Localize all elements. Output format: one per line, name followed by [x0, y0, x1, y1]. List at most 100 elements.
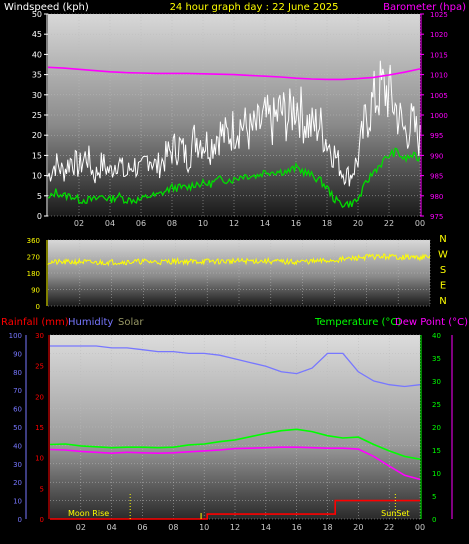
- y-temp-tick-label: 15: [432, 447, 441, 455]
- x-tick-label: 04: [105, 219, 115, 228]
- y-left-tick-label: 40: [32, 50, 42, 59]
- rainfall-legend: Rainfall (mm): [1, 317, 69, 328]
- x-tick-label: 06: [137, 523, 147, 532]
- y-temp-tick-label: 25: [432, 401, 441, 409]
- y-humidity-tick-label: 40: [13, 442, 22, 450]
- wind-barometer-panel: 02 04 06 08 10 12 14 16 18 20 22 000510152025303540…: [32, 10, 448, 228]
- solar-legend: Solar: [118, 317, 144, 328]
- compass-label: N: [439, 296, 446, 307]
- y-tick-label: 180: [27, 270, 40, 278]
- y-humidity-tick-label: 60: [13, 406, 22, 414]
- compass-label: E: [440, 281, 446, 292]
- sunset-label: SunSet: [381, 509, 409, 518]
- y-temp-tick-label: 40: [432, 332, 441, 340]
- windspeed-line: [47, 60, 421, 187]
- y-temp-tick-label: 20: [432, 424, 441, 432]
- y-right-tick-label: 1025: [430, 11, 448, 19]
- temperature-line: [49, 428, 421, 460]
- dewpoint-line: [49, 446, 421, 481]
- x-tick-label: 18: [322, 219, 332, 228]
- y-left-tick-label: 30: [32, 91, 42, 100]
- y-rain-tick-label: 25: [35, 363, 44, 371]
- y-rain-tick-label: 15: [35, 424, 44, 432]
- x-tick-label: 16: [291, 219, 301, 228]
- moonrise-label: Moon Rise: [68, 509, 109, 518]
- y-right-tick-label: 985: [430, 173, 443, 181]
- y-humidity-tick-label: 100: [9, 332, 22, 340]
- compass-label: W: [438, 250, 448, 261]
- compass-label: N: [439, 234, 446, 245]
- x-tick-label: 02: [74, 219, 84, 228]
- x-tick-label: 16: [292, 523, 302, 532]
- compass-label: S: [440, 265, 446, 276]
- chart-title: 24 hour graph day : 22 June 2025: [170, 2, 339, 13]
- x-tick-label: 12: [230, 523, 240, 532]
- y-humidity-tick-label: 90: [13, 350, 22, 358]
- dewpoint-legend: Dew Point (°C): [395, 317, 468, 328]
- y-temp-tick-label: 10: [432, 470, 441, 478]
- y-left-tick-label: 45: [32, 30, 42, 39]
- x-tick-label: 08: [167, 219, 177, 228]
- wind-direction-line: [47, 253, 431, 267]
- y-humidity-tick-label: 30: [13, 461, 22, 469]
- y-left-tick-label: 15: [32, 151, 42, 160]
- y-right-tick-label: 1020: [430, 31, 448, 39]
- y-rain-tick-label: 30: [35, 332, 44, 340]
- y-right-tick-label: 975: [430, 213, 443, 221]
- x-tick-label: 14: [261, 523, 271, 532]
- x-tick-label: 22: [384, 219, 394, 228]
- barometer-line: [47, 66, 421, 81]
- y-left-tick-label: 25: [32, 111, 42, 120]
- avg-wind-line: [47, 147, 421, 208]
- y-humidity-tick-label: 50: [13, 424, 22, 432]
- y-right-tick-label: 995: [430, 132, 443, 140]
- y-right-tick-label: 1005: [430, 92, 448, 100]
- windspeed-legend: Windspeed (kph): [4, 2, 89, 13]
- y-right-tick-label: 990: [430, 152, 443, 160]
- rain-humidity-temp-panel: 02 04 06 08 10 12 14 16 18 20 22 000102030405060708…: [9, 332, 453, 532]
- x-tick-label: 04: [107, 523, 117, 532]
- y-humidity-tick-label: 10: [13, 498, 22, 506]
- y-temp-tick-label: 5: [432, 493, 436, 501]
- humidity-line: [50, 345, 421, 388]
- y-left-tick-label: 5: [37, 192, 42, 201]
- y-tick-label: 90: [31, 287, 40, 295]
- x-tick-label: 00: [415, 219, 425, 228]
- y-left-tick-label: 0: [37, 212, 42, 221]
- y-rain-tick-label: 10: [35, 455, 44, 463]
- y-right-tick-label: 980: [430, 193, 443, 201]
- x-tick-label: 14: [260, 219, 270, 228]
- y-humidity-tick-label: 0: [18, 516, 22, 524]
- y-humidity-tick-label: 20: [13, 479, 22, 487]
- y-rain-tick-label: 0: [40, 516, 44, 524]
- y-rain-tick-label: 5: [40, 485, 44, 493]
- x-tick-label: 20: [353, 523, 363, 532]
- y-humidity-tick-label: 80: [13, 369, 22, 377]
- humidity-legend: Humidity: [68, 317, 113, 328]
- x-tick-label: 02: [76, 523, 86, 532]
- temperature-legend: Temperature (°C): [314, 317, 401, 328]
- x-tick-label: 06: [136, 219, 146, 228]
- x-tick-label: 00: [415, 523, 425, 532]
- x-tick-label: 22: [384, 523, 394, 532]
- y-right-tick-label: 1015: [430, 51, 448, 59]
- x-tick-label: 12: [229, 219, 239, 228]
- y-left-tick-label: 35: [32, 71, 42, 80]
- y-temp-tick-label: 30: [432, 378, 441, 386]
- y-tick-label: 0: [36, 303, 40, 311]
- barometer-legend: Barometer (hpa): [383, 2, 466, 13]
- y-humidity-tick-label: 70: [13, 387, 22, 395]
- y-right-tick-label: 1000: [430, 112, 448, 120]
- x-tick-label: 20: [353, 219, 363, 228]
- y-temp-tick-label: 35: [432, 355, 441, 363]
- y-left-tick-label: 10: [32, 172, 42, 181]
- x-tick-label: 10: [198, 219, 208, 228]
- y-left-tick-label: 20: [32, 131, 42, 140]
- y-left-tick-label: 50: [32, 10, 42, 19]
- x-tick-label: 10: [199, 523, 209, 532]
- rainfall-line: [50, 499, 420, 520]
- y-temp-tick-label: 0: [432, 516, 436, 524]
- y-right-tick-label: 1010: [430, 72, 448, 80]
